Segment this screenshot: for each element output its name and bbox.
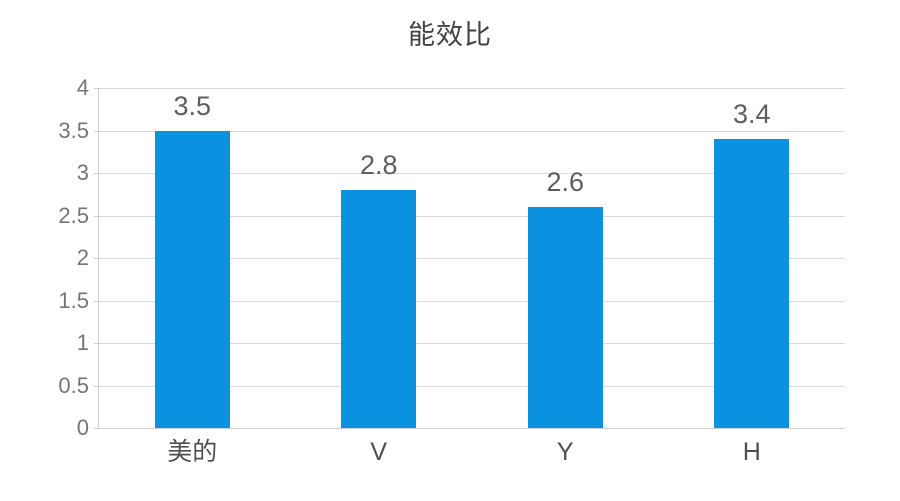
bar-value-label: 3.4 xyxy=(732,99,771,129)
bar-value-label: 2.6 xyxy=(546,167,585,197)
y-axis-tick-label: 0.5 xyxy=(58,372,89,398)
bar[interactable] xyxy=(714,139,790,428)
bar[interactable] xyxy=(527,207,603,428)
gridline xyxy=(99,173,845,174)
y-axis-tick-label: 0 xyxy=(76,415,89,440)
y-axis-tick xyxy=(94,428,99,429)
bar-value-label: 2.8 xyxy=(359,150,398,180)
y-axis-tick xyxy=(94,343,99,344)
y-axis-tick-label: 2.5 xyxy=(58,202,89,228)
gridline xyxy=(99,343,845,344)
x-axis-category-label: H xyxy=(742,438,761,466)
y-axis-tick-label: 1 xyxy=(76,330,89,355)
x-axis-category-label: V xyxy=(370,438,388,466)
y-axis-tick-labels: 0 0.5 1 1.5 2 2.5 3 3.5 4 xyxy=(9,77,89,439)
y-axis-tick-label: 3 xyxy=(76,160,89,185)
bar[interactable] xyxy=(341,190,417,428)
y-axis-tick xyxy=(94,300,99,302)
bar-value-label: 3.5 xyxy=(173,90,212,121)
x-axis-category-label: Y xyxy=(556,438,574,466)
gridline xyxy=(99,215,845,217)
y-axis-tick-label: 2 xyxy=(76,245,89,270)
plot-area xyxy=(94,88,845,429)
gridline xyxy=(99,88,845,89)
y-axis-tick xyxy=(94,130,99,132)
y-axis-tick-label: 1.5 xyxy=(58,287,89,313)
y-axis-tick xyxy=(94,385,99,387)
y-axis-tick xyxy=(94,215,99,217)
gridline xyxy=(99,428,845,429)
bar[interactable] xyxy=(154,130,230,428)
y-axis-tick xyxy=(94,173,99,174)
y-axis-tick-label: 4 xyxy=(76,75,89,100)
y-axis-tick xyxy=(94,258,99,259)
y-axis-tick xyxy=(94,88,99,89)
gridline xyxy=(99,258,845,259)
gridline xyxy=(99,385,845,387)
gridline xyxy=(99,130,845,132)
chart-title: 能效比 xyxy=(408,20,492,50)
y-axis-tick-label: 3.5 xyxy=(58,117,89,143)
gridline xyxy=(99,300,845,302)
x-axis-category-label: 美的 xyxy=(167,438,218,466)
